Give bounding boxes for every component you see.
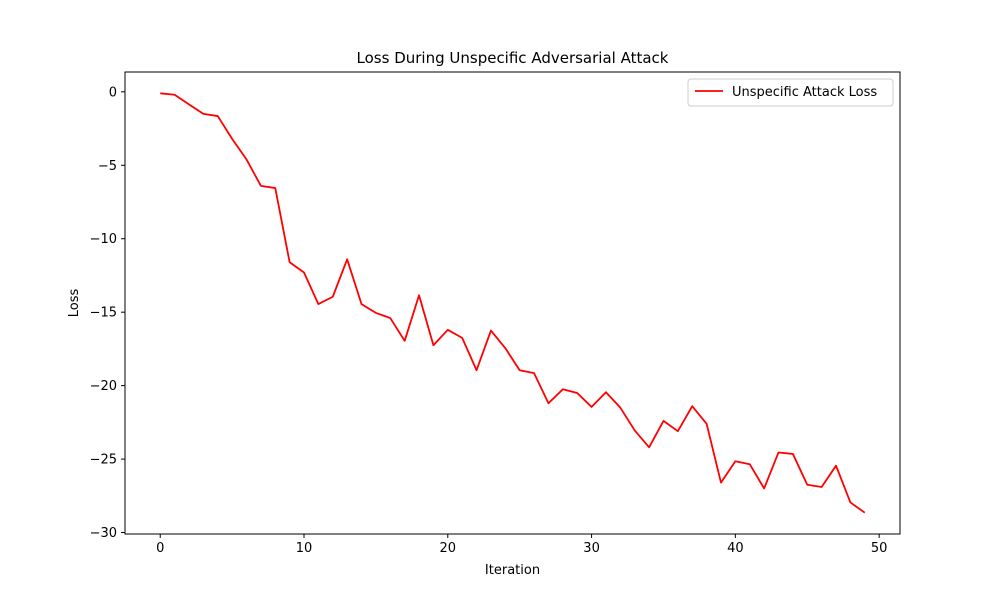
x-tick-label: 50: [871, 541, 888, 556]
legend-box: [687, 78, 894, 107]
y-tick-label: −30: [90, 526, 117, 541]
y-tick-label: −15: [90, 306, 117, 321]
legend: Unspecific Attack Loss: [687, 78, 894, 107]
y-axis-ticks: 0 −5 −10 −15 −20 −25 −30: [90, 85, 125, 541]
y-axis-label: Loss: [67, 289, 82, 318]
series-line-0: [160, 92, 866, 514]
y-tick-label: 0: [109, 85, 117, 100]
x-tick-label: 40: [727, 541, 744, 556]
x-tick-label: 20: [440, 541, 457, 556]
plot-frame: [124, 71, 901, 535]
chart-title: Loss During Unspecific Adversarial Attac…: [357, 49, 669, 67]
y-tick-label: −10: [90, 232, 117, 247]
x-axis-ticks: 0 10 20 30 40 50: [156, 534, 887, 556]
plot-area: [160, 92, 866, 514]
y-tick-label: −20: [90, 379, 117, 394]
x-tick-label: 0: [156, 541, 164, 556]
x-tick-label: 10: [296, 541, 313, 556]
y-tick-label: −25: [90, 453, 117, 468]
legend-label: Unspecific Attack Loss: [732, 85, 877, 100]
y-tick-label: −5: [98, 159, 117, 174]
x-axis-label: Iteration: [485, 563, 540, 578]
x-tick-label: 30: [583, 541, 600, 556]
